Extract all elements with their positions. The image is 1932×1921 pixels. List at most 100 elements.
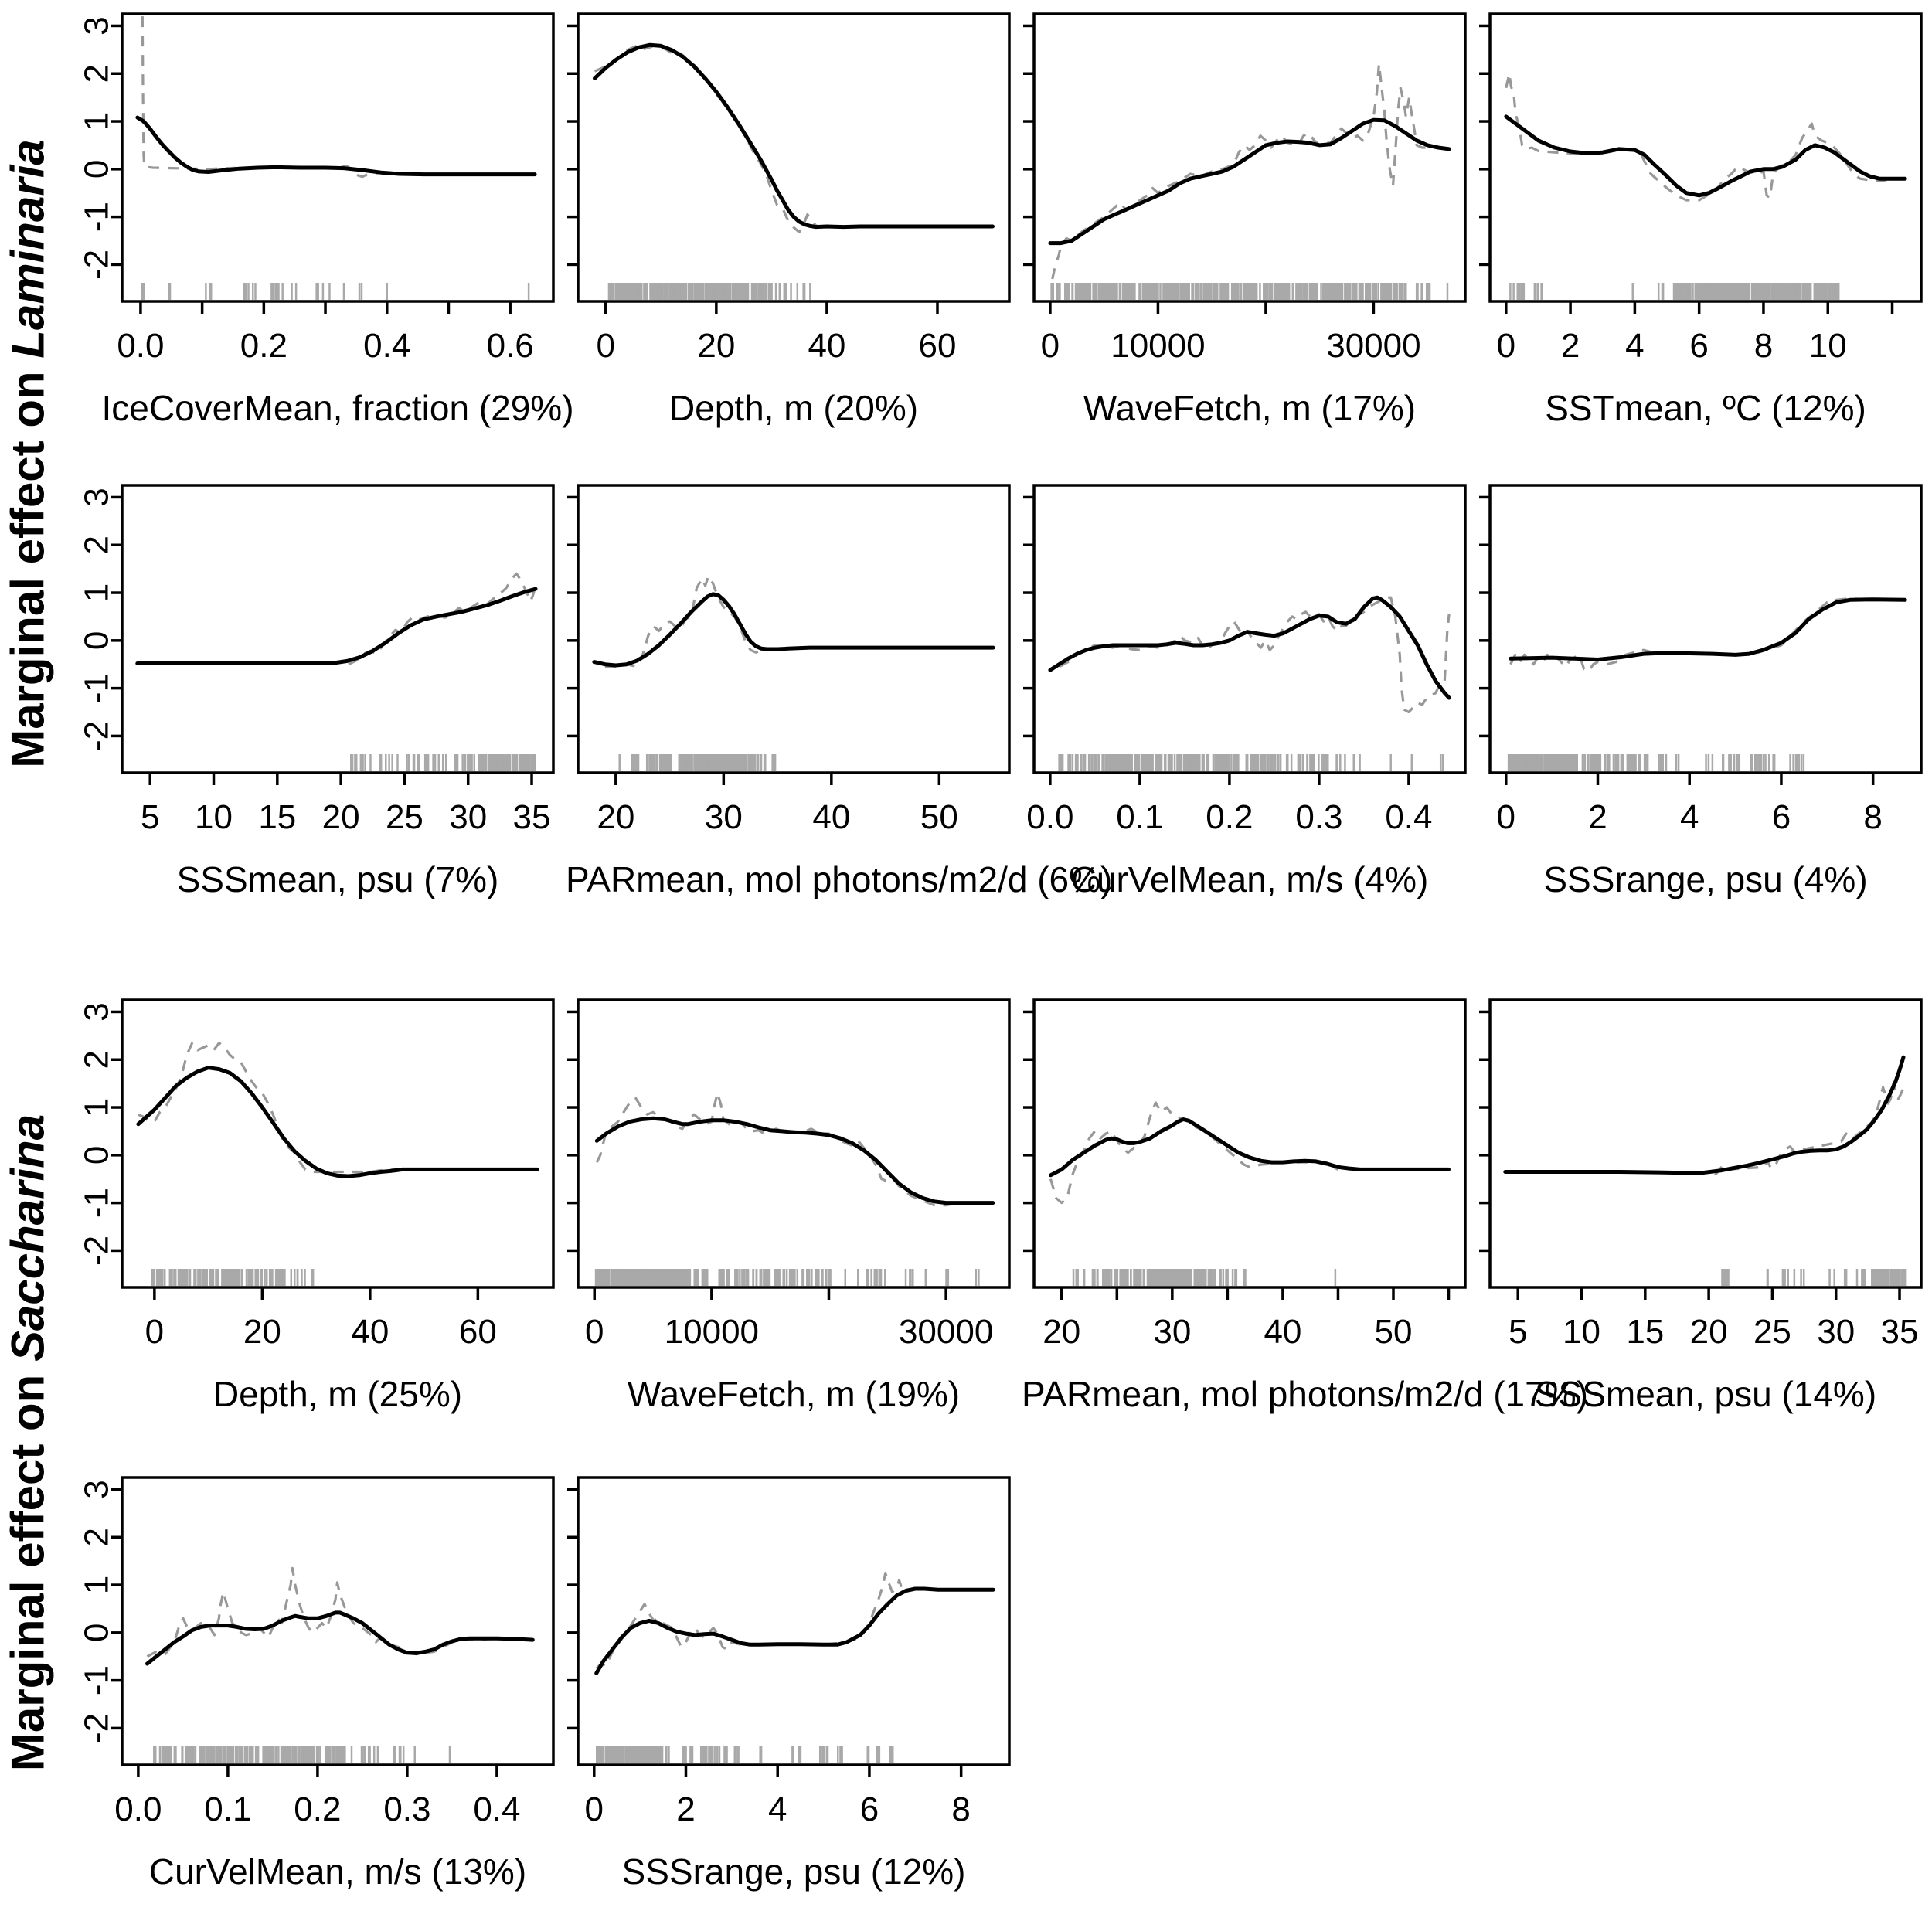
x-tick-label: 35 [513, 798, 551, 836]
plot-box [1032, 998, 1467, 1289]
x-tick-label: 35 [1881, 1313, 1919, 1351]
panel-laminaria-curvelmean: 0.0 0.1 0.2 0.3 0.4 CurVelMean, m/s (4%) [1019, 478, 1475, 901]
x-tick-label: 10000 [1111, 327, 1205, 365]
panel-saccharina-parmean: 20 30 40 50 PARmean, mol photons/m2/d (17%) [1019, 992, 1588, 1416]
x-axis-ticks: 0 2 4 6 8 [585, 1765, 971, 1828]
reference-effect-line [1505, 72, 1906, 202]
x-tick-label: 0.2 [294, 1790, 341, 1828]
x-tick-label: 8 [1863, 798, 1882, 836]
y-tick-label: 1 [78, 112, 116, 131]
x-axis-ticks: 5 10 15 20 25 30 35 [141, 773, 551, 836]
x-axis-title-laminaria-sssmean: SSSmean, psu (7%) [176, 859, 499, 899]
x-tick-label: 25 [386, 798, 423, 836]
y-tick-label: -2 [78, 721, 116, 751]
x-tick-label: 20 [1690, 1313, 1728, 1351]
x-tick-label: 30 [1153, 1313, 1191, 1351]
panel-laminaria-icecovermean: -2 -1 0 1 2 3 0.0 0.2 0.4 0.6 IceCoverMean, fracti… [56, 6, 574, 430]
y-axis-ticks [1479, 1010, 1490, 1253]
x-tick-label: 30000 [899, 1313, 993, 1351]
chart-laminaria-parmean: 20 30 40 50 [567, 484, 1011, 836]
y-axis-label-text: Marginal effect on Laminaria [2, 139, 55, 768]
x-axis-ticks: 20 30 40 50 [1043, 1287, 1451, 1351]
plot-box [121, 998, 555, 1289]
x-tick-label: 10 [1563, 1313, 1600, 1351]
y-tick-label: 1 [78, 583, 116, 602]
smoothed-effect-line [594, 1586, 995, 1675]
x-tick-label: 5 [1509, 1313, 1527, 1351]
y-tick-label: -2 [78, 1713, 116, 1743]
plot-box [121, 12, 555, 303]
x-tick-label: 10 [195, 798, 233, 836]
x-axis-ticks: 0 2 4 6 8 10 [1497, 301, 1894, 365]
y-tick-label: -1 [78, 1188, 116, 1218]
y-axis-ticks [1023, 495, 1034, 738]
chart-laminaria-sssrange: 0 2 4 6 8 [1479, 484, 1923, 836]
reference-effect-line [1051, 63, 1450, 280]
smoothed-effect-line [145, 1610, 535, 1666]
x-tick-label: 15 [1626, 1313, 1664, 1351]
rug-marks [349, 754, 536, 771]
y-axis-label-text: Marginal effect on Saccharina [2, 1114, 55, 1771]
x-axis-title-laminaria-curvelmean: CurVelMean, m/s (4%) [1070, 859, 1429, 899]
plot-box [577, 484, 1011, 774]
x-tick-label: 6 [1689, 327, 1708, 365]
chart-saccharina-depth: -2 -1 0 1 2 3 0 20 40 60 [78, 998, 555, 1351]
x-tick-label: 30000 [1326, 327, 1420, 365]
rug-marks [1507, 754, 1805, 771]
x-tick-label: 50 [1375, 1313, 1413, 1351]
x-tick-label: 0.3 [383, 1790, 430, 1828]
smoothed-effect-line [1048, 595, 1451, 700]
x-axis-title-saccharina-curvelmean: CurVelMean, m/s (13%) [148, 1851, 527, 1892]
x-tick-label: 0.4 [1385, 798, 1432, 836]
chart-saccharina-sssmean: 5 10 15 20 25 30 35 [1479, 998, 1923, 1351]
x-tick-label: 30 [449, 798, 487, 836]
y-axis-ticks [1479, 495, 1490, 738]
x-axis-ticks: 0.0 0.1 0.2 0.3 0.4 [1026, 773, 1433, 836]
x-axis-ticks: 0.0 0.2 0.4 0.6 [117, 301, 534, 365]
reference-effect-line [595, 1572, 961, 1670]
y-axis-ticks [1023, 24, 1034, 267]
x-tick-label: 0 [145, 1313, 164, 1351]
chart-laminaria-icecovermean: -2 -1 0 1 2 3 0.0 0.2 0.4 0.6 [78, 12, 555, 365]
laminaria-rows: -2 -1 0 1 2 3 0.0 0.2 0.4 0.6 IceCoverMean, fracti… [56, 6, 1930, 901]
x-axis-title-laminaria-parmean: PARmean, mol photons/m2/d (6%) [566, 859, 1113, 899]
x-axis-title-laminaria-depth: Depth, m (20%) [668, 388, 919, 428]
x-tick-label: 50 [920, 798, 958, 836]
y-tick-label: 3 [78, 16, 116, 35]
smoothed-effect-line [593, 42, 995, 230]
panel-laminaria-sstmean: 0 2 4 6 8 10 SSTmean, ºC (12%) [1475, 6, 1930, 430]
y-tick-label: 1 [78, 1576, 116, 1594]
x-axis-ticks: 5 10 15 20 25 30 35 [1509, 1287, 1919, 1351]
plot-box [1488, 998, 1923, 1289]
x-tick-label: 6 [1772, 798, 1791, 836]
reference-effect-line [604, 574, 994, 668]
rug-marks [618, 754, 777, 771]
x-tick-label: 20 [1043, 1313, 1080, 1351]
y-axis-ticks [567, 1010, 578, 1253]
x-tick-label: 20 [597, 798, 634, 836]
x-tick-label: 0 [597, 327, 615, 365]
x-tick-label: 40 [808, 327, 845, 365]
panel-saccharina-depth: -2 -1 0 1 2 3 0 20 40 60 Depth, m (25%) [56, 992, 563, 1416]
x-axis-ticks: 0 10000 30000 [1041, 301, 1421, 365]
rug-marks [151, 1269, 315, 1286]
plot-box [577, 1476, 1011, 1766]
reference-effect-line [1714, 1082, 1905, 1176]
x-tick-label: 40 [1264, 1313, 1301, 1351]
x-tick-label: 60 [919, 327, 957, 365]
rug-marks [1072, 1269, 1337, 1286]
panel-laminaria-sssrange: 0 2 4 6 8 SSSrange, psu (4%) [1475, 478, 1930, 901]
y-axis-label-prefix: Marginal effect on [2, 358, 54, 768]
rug-marks [141, 283, 530, 300]
x-tick-label: 4 [1625, 327, 1644, 365]
chart-saccharina-parmean: 20 30 40 50 [1023, 998, 1467, 1351]
y-axis-label-prefix: Marginal effect on [2, 1362, 54, 1772]
x-tick-label: 0 [1497, 798, 1515, 836]
x-tick-label: 15 [258, 798, 296, 836]
x-axis-title-saccharina-parmean: PARmean, mol photons/m2/d (17%) [1022, 1374, 1588, 1414]
x-axis-title-laminaria-wavefetch: WaveFetch, m (17%) [1083, 388, 1417, 428]
reference-effect-line [141, 16, 536, 178]
panel-row-3: -2 -1 0 1 2 3 0 20 40 60 Depth, m (25%) 0 10000 30000… [56, 992, 1930, 1416]
rug-marks [1058, 754, 1444, 771]
